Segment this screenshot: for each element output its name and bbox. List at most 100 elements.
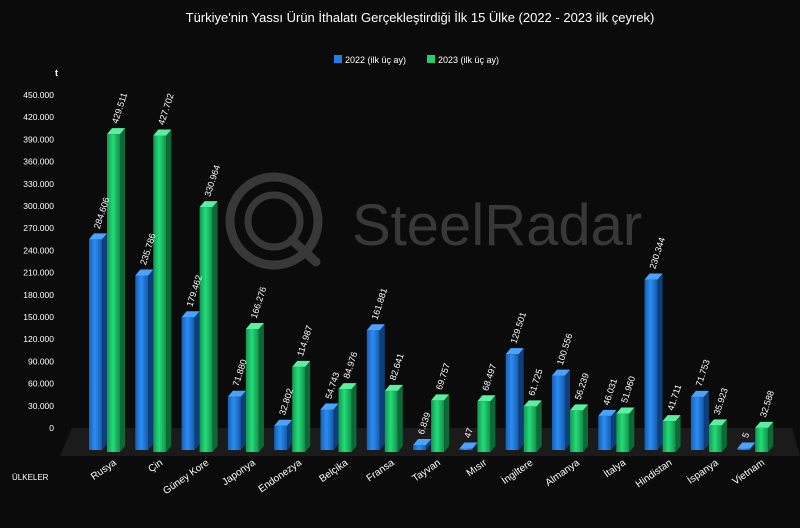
bar-2022-top	[320, 403, 339, 410]
bar-2023-side	[351, 383, 357, 452]
bar-2023-front	[384, 390, 398, 452]
x-tick-label: Almanya	[544, 457, 583, 489]
bar-2022-7	[366, 324, 385, 450]
bar-2022-top	[135, 269, 154, 276]
legend-swatch-2023	[427, 55, 435, 63]
bar-2022-front	[181, 317, 195, 450]
bar-2022-side	[703, 390, 709, 450]
bar-2022-top	[505, 348, 524, 355]
y-tick-label: 60.000	[28, 379, 54, 389]
bar-2022-side	[287, 419, 293, 450]
bar-2022-side	[565, 369, 570, 450]
bar-2023-2	[153, 129, 172, 452]
bar-2022-1	[89, 233, 107, 450]
y-tick-label: 0	[49, 423, 54, 433]
bar-2022-side	[657, 273, 663, 450]
bar-2023-top	[755, 421, 774, 428]
bar-2022-side	[426, 438, 432, 450]
bar-2022-side	[611, 409, 617, 450]
data-label-2022: 71.753	[694, 358, 712, 387]
bar-2022-top	[644, 273, 663, 280]
y-tick-label: 240.000	[23, 245, 54, 255]
bar-2022-front	[135, 275, 149, 450]
bar-2022-top	[737, 442, 756, 449]
bar-2023-front	[755, 427, 769, 452]
bar-2022-front	[320, 409, 334, 450]
bar-2022-4	[227, 390, 246, 450]
bar-2022-top	[366, 324, 385, 331]
y-axis: 450.000 420.000 390.000 360.000 330.000 300.0…	[23, 90, 54, 433]
bar-2023-side	[120, 128, 125, 452]
data-label-2023: 84.976	[341, 350, 359, 379]
x-tick-label: Hindistan	[634, 457, 674, 490]
bar-2023-side	[258, 322, 264, 452]
bar-2022-2	[135, 269, 154, 450]
bar-2022-side	[518, 348, 524, 450]
bar-2023-side	[675, 415, 681, 452]
data-label-2023: 114.987	[295, 324, 314, 357]
x-tick-label: İtalya	[601, 456, 628, 481]
data-label-2023: 330.964	[202, 164, 222, 198]
bar-2023-10	[523, 400, 542, 452]
bar-2022-3	[181, 311, 200, 450]
bar-2023-14	[708, 419, 727, 452]
bar-2023-top	[292, 360, 311, 367]
x-tick-label: Fransa	[365, 457, 397, 484]
bar-2023-side	[536, 400, 542, 452]
x-axis-label: ÜLKELER	[12, 473, 49, 482]
bar-2022-front	[690, 396, 704, 450]
bar-2022-front	[737, 448, 751, 450]
bar-2022-5	[274, 419, 293, 450]
bar-2022-side	[333, 403, 339, 450]
bar-2023-front	[107, 134, 120, 452]
x-tick-label: Güney Kore	[161, 457, 211, 497]
data-label-2022: 5	[740, 431, 751, 439]
bar-2023-top	[199, 201, 218, 208]
bar-2023-front	[662, 421, 676, 452]
bar-2023-side	[768, 421, 774, 452]
x-tick-label: Vietnam	[731, 457, 767, 487]
data-label-2023: 61.725	[527, 368, 545, 397]
watermark-logo-icon	[225, 172, 323, 270]
x-tick-label: Tayvan	[411, 457, 443, 484]
y-tick-label: 360.000	[23, 157, 54, 167]
bar-2023-front	[523, 406, 537, 452]
bars-group	[89, 128, 774, 452]
bar-2023-top	[708, 419, 727, 426]
bar-2023-front	[616, 413, 630, 452]
bar-2022-6	[320, 403, 339, 450]
data-label-2022: 46.031	[601, 377, 619, 406]
bar-2022-side	[379, 324, 385, 450]
bar-2022-side	[472, 442, 478, 450]
data-label-2022: 47	[462, 427, 475, 440]
bar-2022-front	[413, 444, 427, 450]
bar-2022-front	[459, 448, 473, 450]
bar-2022-11	[552, 369, 570, 450]
y-tick-label: 300.000	[23, 201, 54, 211]
bar-2023-top	[107, 128, 125, 135]
bar-2022-front	[89, 239, 102, 450]
x-tick-label: Çin	[146, 457, 165, 475]
data-label-2022: 161.881	[370, 287, 390, 321]
bar-2023-side	[397, 384, 403, 452]
y-axis-unit-label: t	[55, 68, 58, 78]
bar-2023-9	[477, 395, 496, 452]
data-label-2023: 41.711	[665, 383, 683, 412]
bar-2023-top	[431, 394, 450, 401]
legend-label-2022: 2022 (ilk üç ay)	[345, 55, 406, 65]
legend: 2022 (ilk üç ay) 2023 (ilk üç ay)	[334, 55, 499, 65]
bar-2022-front	[644, 279, 658, 450]
bar-2022-front	[227, 396, 241, 450]
chart-title: Türkiye'nin Yassı Ürün İthalatı Gerçekle…	[186, 10, 655, 25]
x-tick-label: Endonezya	[257, 457, 305, 495]
bar-2022-front	[505, 354, 519, 450]
bar-2022-side	[240, 390, 246, 450]
bar-2023-3	[199, 201, 218, 452]
y-tick-label: 420.000	[23, 112, 54, 122]
x-tick-label: Rusya	[89, 457, 119, 483]
watermark-logo-tail-icon	[287, 235, 321, 267]
bar-2023-6	[338, 383, 357, 452]
bar-2023-15	[755, 421, 774, 452]
